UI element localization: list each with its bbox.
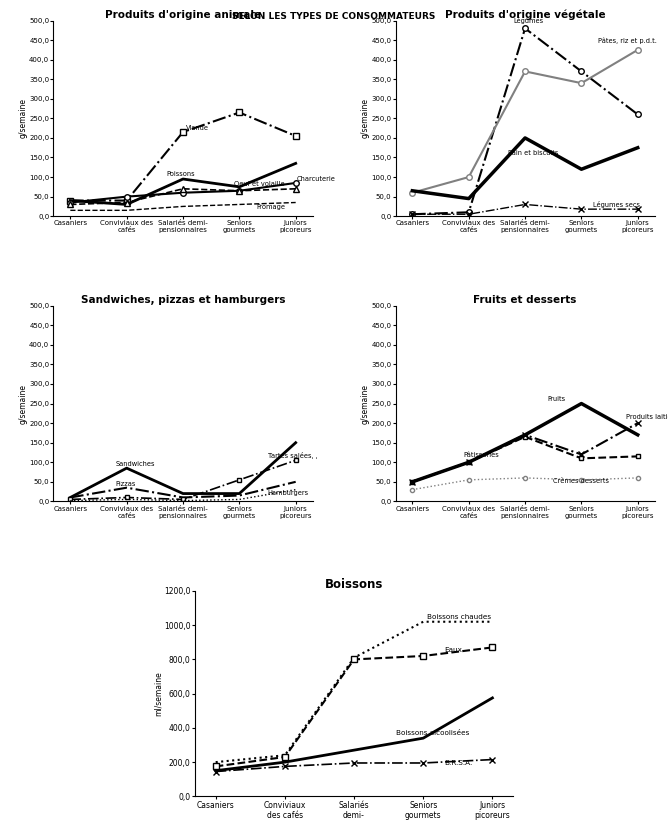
Text: Hamburgers: Hamburgers: [267, 489, 309, 496]
Text: Charcuterie: Charcuterie: [297, 177, 336, 182]
Title: Sandwiches, pizzas et hamburgers: Sandwiches, pizzas et hamburgers: [81, 295, 285, 305]
Text: Crèmes desserts: Crèmes desserts: [553, 478, 609, 484]
Text: Légumes secs: Légumes secs: [593, 200, 640, 208]
Y-axis label: g/semaine: g/semaine: [361, 383, 369, 424]
Text: Poissons: Poissons: [166, 171, 195, 177]
Text: Fromage: Fromage: [257, 204, 285, 210]
Text: Légumes: Légumes: [514, 17, 544, 25]
Title: Produits d'origine végétale: Produits d'origine végétale: [445, 9, 605, 20]
Y-axis label: ml/semaine: ml/semaine: [154, 672, 163, 716]
Text: Boissons alcoolisées: Boissons alcoolisées: [395, 731, 469, 736]
Text: Tartes salées, ,: Tartes salées, ,: [267, 452, 317, 459]
Text: Pain et biscuits: Pain et biscuits: [508, 149, 558, 155]
Text: Pâtisseries: Pâtisseries: [463, 452, 499, 457]
Text: Pizzas: Pizzas: [116, 481, 136, 487]
Text: Viande: Viande: [186, 125, 209, 131]
Text: Sandwiches: Sandwiches: [116, 461, 155, 467]
Text: Oeuf et volaille: Oeuf et volaille: [234, 181, 285, 187]
Y-axis label: g/semaine: g/semaine: [361, 99, 369, 139]
Text: SELON LES TYPES DE CONSOMMATEURS: SELON LES TYPES DE CONSOMMATEURS: [232, 12, 436, 21]
Text: B.R.S.A.: B.R.S.A.: [444, 760, 472, 767]
Y-axis label: g/semaine: g/semaine: [19, 383, 27, 424]
Y-axis label: g/semaine: g/semaine: [19, 99, 27, 139]
Text: Eaux: Eaux: [444, 647, 462, 653]
Text: Produits laitiers: Produits laitiers: [627, 414, 668, 420]
Text: Pâtes, riz et p.d.t.: Pâtes, riz et p.d.t.: [599, 38, 657, 44]
Text: Fruits: Fruits: [548, 396, 566, 401]
Text: Boissons chaudes: Boissons chaudes: [427, 614, 491, 620]
Title: Boissons: Boissons: [325, 578, 383, 591]
Title: Produits d'origine animale: Produits d'origine animale: [105, 10, 261, 20]
Title: Fruits et desserts: Fruits et desserts: [474, 295, 576, 305]
